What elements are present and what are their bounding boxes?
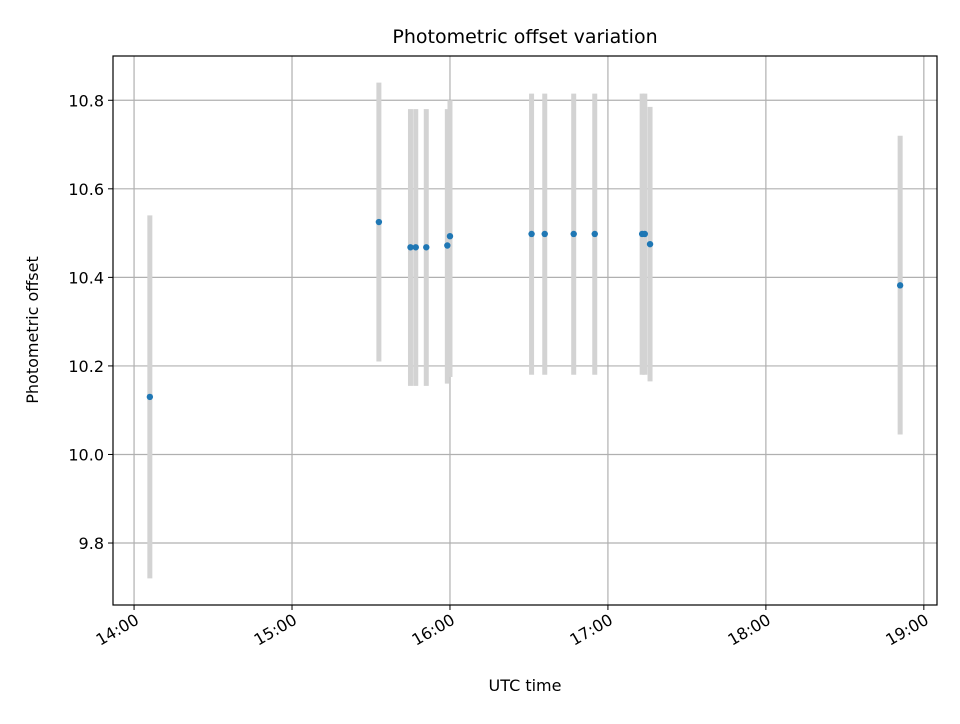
x-tick-label: 15:00 bbox=[251, 610, 300, 650]
errorbar-layer bbox=[147, 82, 903, 579]
y-tick-label: 10.0 bbox=[68, 445, 104, 464]
x-tick-label: 17:00 bbox=[566, 610, 615, 650]
data-point bbox=[375, 218, 383, 226]
tick-layer: 9.8 10.0 10.2 10.4 10.6 10.8 14:00 15:00 16:00 17… bbox=[68, 91, 931, 649]
data-point bbox=[412, 244, 419, 251]
data-point bbox=[570, 230, 577, 238]
x-axis-label: UTC time bbox=[489, 676, 562, 695]
y-tick-label: 10.4 bbox=[68, 268, 104, 287]
data-point bbox=[641, 230, 648, 238]
y-tick-label: 9.8 bbox=[79, 534, 104, 553]
data-point bbox=[541, 230, 548, 238]
data-point bbox=[146, 393, 154, 401]
data-point bbox=[446, 232, 454, 240]
y-axis-label: Photometric offset bbox=[23, 256, 42, 404]
data-point bbox=[444, 242, 451, 249]
data-point bbox=[423, 244, 430, 251]
x-tick-label: 14:00 bbox=[93, 610, 142, 650]
point-layer bbox=[146, 218, 904, 401]
y-tick-label: 10.6 bbox=[68, 180, 104, 199]
x-tick-label: 18:00 bbox=[724, 610, 773, 650]
chart-title: Photometric offset variation bbox=[392, 26, 657, 48]
data-point bbox=[591, 230, 598, 238]
data-point bbox=[896, 282, 904, 289]
data-point bbox=[646, 240, 654, 248]
y-tick-label: 10.8 bbox=[68, 91, 104, 110]
x-tick-label: 19:00 bbox=[882, 610, 931, 650]
grid-layer bbox=[113, 56, 937, 605]
y-tick-label: 10.2 bbox=[68, 357, 104, 376]
x-tick-label: 16:00 bbox=[409, 610, 458, 650]
plot-frame bbox=[112, 55, 938, 606]
data-point bbox=[528, 230, 535, 238]
data-point bbox=[407, 244, 414, 251]
